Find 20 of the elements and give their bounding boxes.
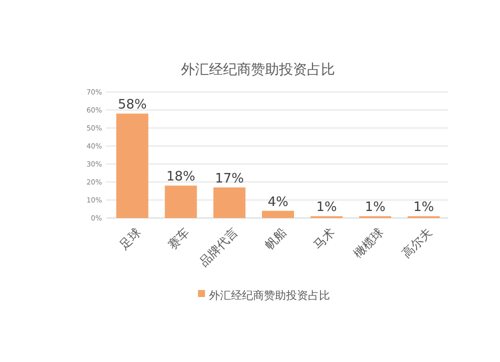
x-tick-label: 赛车: [165, 225, 192, 252]
data-label: 4%: [268, 194, 288, 210]
data-label: 18%: [166, 170, 196, 185]
bar: [262, 210, 294, 218]
x-tick-label: 橄榄球: [350, 225, 386, 261]
x-tick-label: 足球: [116, 225, 144, 252]
data-label: 58%: [118, 98, 147, 113]
bar: [213, 187, 246, 218]
x-tick-label: 高尔夫: [399, 225, 435, 261]
bar: [164, 186, 197, 218]
data-label: 17%: [214, 171, 244, 186]
data-label: 1%: [413, 200, 434, 216]
legend-label: 外汇经纪商赞助投资占比: [209, 288, 330, 302]
chart-title: 外汇经纪商赞助投资占比: [181, 62, 335, 78]
bar: [116, 114, 148, 218]
x-tick-label: 帆船: [262, 225, 290, 252]
data-label: 1%: [316, 200, 337, 216]
x-tick-label: 品牌代言: [196, 225, 241, 270]
data-label: 1%: [364, 200, 386, 216]
x-tick-label: 马术: [310, 225, 338, 252]
